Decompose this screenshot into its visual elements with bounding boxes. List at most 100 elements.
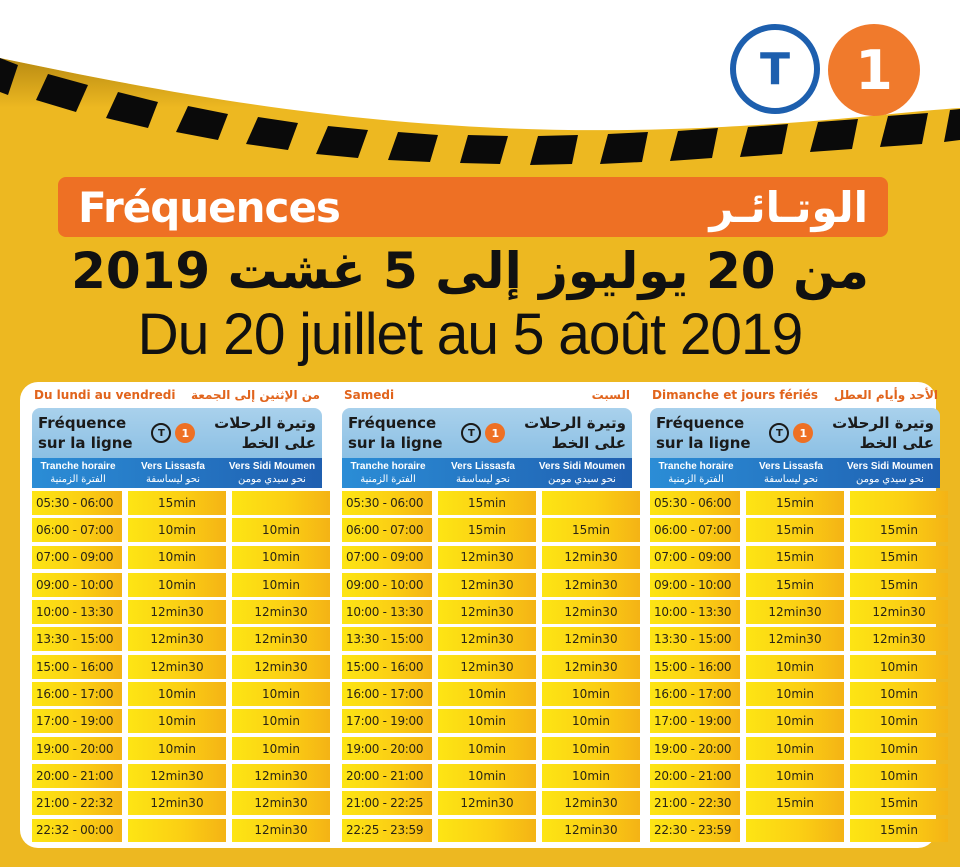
lissasfa-frequency-cell: 10min [128,736,226,761]
table-row: 13:30 - 15:00 12min30 12min30 [32,627,330,654]
table-row: 10:00 - 13:30 12min30 12min30 [650,600,948,627]
sidi-moumen-frequency-cell: 15min [850,572,948,597]
table-row: 07:00 - 09:00 12min30 12min30 [342,545,640,573]
band-label-ar: وتيرة الرحلات على الخط [524,414,626,452]
sidi-moumen-frequency-cell: 12min30 [232,627,330,652]
lissasfa-frequency-cell: 10min [746,763,844,788]
lissasfa-frequency-cell: 10min [438,763,536,788]
table-row: 10:00 - 13:30 12min30 12min30 [342,600,640,627]
band-label-fr: Fréquence sur la ligne [656,414,751,452]
mini-t1-logo: T 1 [769,423,814,443]
lissasfa-frequency-cell: 10min [128,682,226,706]
t1-line-logo: T 1 [730,24,920,116]
sidi-moumen-frequency-cell: 15min [850,518,948,543]
line-1-icon: 1 [793,423,814,443]
table-row: 13:30 - 15:00 12min30 12min30 [650,627,948,654]
time-range-cell: 15:00 - 16:00 [342,654,432,679]
sidi-moumen-frequency-cell: 10min [542,709,640,734]
day-label: Samedi السبت [342,388,632,408]
band-label-fr: Fréquence sur la ligne [38,414,133,452]
col-header-lissasfa: Vers Lissasfa نحو ليساسفة [141,461,205,485]
time-range-cell: 22:25 - 23:59 [342,818,432,843]
lissasfa-frequency-cell: 12min30 [128,600,226,624]
line-frequency-band: Fréquence sur la ligne T 1 وتيرة الرحلات… [650,408,940,458]
table-row: 17:00 - 19:00 10min 10min [650,709,948,736]
time-range-cell: 19:00 - 20:00 [32,736,122,761]
table-row: 17:00 - 19:00 10min 10min [32,709,330,736]
table-rows: 05:30 - 06:00 15min 06:00 - 07:00 15min 15mi… [650,491,948,846]
sidi-moumen-frequency-cell: 10min [850,763,948,788]
time-range-cell: 15:00 - 16:00 [32,654,122,679]
sidi-moumen-frequency-cell [850,491,948,515]
time-range-cell: 10:00 - 13:30 [32,600,122,624]
lissasfa-frequency-cell: 10min [438,736,536,761]
sidi-moumen-frequency-cell: 15min [542,518,640,543]
time-range-cell: 07:00 - 09:00 [650,545,740,570]
lissasfa-frequency-cell: 12min30 [746,600,844,624]
lissasfa-frequency-cell: 12min30 [438,791,536,816]
table-row: 19:00 - 20:00 10min 10min [342,736,640,764]
table-rows: 05:30 - 06:00 15min 06:00 - 07:00 15min 15mi… [342,491,640,846]
table-row: 21:00 - 22:32 12min30 12min30 [32,791,330,818]
sidi-moumen-frequency-cell: 10min [232,572,330,597]
sidi-moumen-frequency-cell: 12min30 [232,791,330,816]
sidi-moumen-frequency-cell: 12min30 [232,818,330,843]
sidi-moumen-frequency-cell: 12min30 [850,627,948,652]
mini-t1-logo: T 1 [461,423,506,443]
column-header: Tranche horaire الفترة الزمنية Vers Lissa… [342,458,632,488]
day-label-ar: السبت [591,388,630,402]
band-label-ar: وتيرة الرحلات على الخط [832,414,934,452]
table-row: 09:00 - 10:00 15min 15min [650,572,948,600]
lissasfa-frequency-cell: 12min30 [746,627,844,652]
col-header-time: Tranche horaire الفترة الزمنية [658,461,734,485]
sidi-moumen-frequency-cell: 10min [232,682,330,706]
day-label: Dimanche et jours fériés الأحد وأيام الع… [650,388,940,408]
sidi-moumen-frequency-cell: 12min30 [542,545,640,570]
lissasfa-frequency-cell: 15min [746,545,844,570]
table-row: 22:25 - 23:59 12min30 [342,818,640,846]
day-label-ar: الأحد وأيام العطل [833,388,938,402]
lissasfa-frequency-cell: 10min [746,654,844,679]
table-rows: 05:30 - 06:00 15min 06:00 - 07:00 10min 10mi… [32,491,330,846]
mini-t1-logo: T 1 [151,423,196,443]
sidi-moumen-frequency-cell: 10min [232,545,330,570]
lissasfa-frequency-cell: 10min [746,736,844,761]
time-range-cell: 15:00 - 16:00 [650,654,740,679]
table-row: 16:00 - 17:00 10min 10min [342,682,640,709]
time-range-cell: 19:00 - 20:00 [650,736,740,761]
table-row: 19:00 - 20:00 10min 10min [650,736,948,764]
lissasfa-frequency-cell: 15min [438,491,536,515]
sidi-moumen-frequency-cell: 12min30 [232,763,330,788]
table-row: 13:30 - 15:00 12min30 12min30 [342,627,640,654]
period-title-ar: من 20 يوليوز إلى 5 غشت 2019 [71,242,869,300]
time-range-cell: 22:30 - 23:59 [650,818,740,843]
lissasfa-frequency-cell: 10min [128,545,226,570]
sidi-moumen-frequency-cell: 12min30 [232,600,330,624]
sidi-moumen-frequency-cell: 12min30 [850,600,948,624]
lissasfa-frequency-cell: 10min [128,518,226,543]
time-range-cell: 13:30 - 15:00 [32,627,122,652]
time-range-cell: 21:00 - 22:25 [342,791,432,816]
col-header-sidi-moumen: Vers Sidi Moumen نحو سيدي مومن [538,461,626,485]
tramway-t-icon: T [151,423,172,443]
sidi-moumen-frequency-cell: 10min [850,654,948,679]
lissasfa-frequency-cell: 12min30 [438,600,536,624]
banner-title-ar: الوتـائـر [709,182,868,232]
time-range-cell: 09:00 - 10:00 [32,572,122,597]
lissasfa-frequency-cell: 12min30 [128,627,226,652]
lissasfa-frequency-cell: 12min30 [128,791,226,816]
sidi-moumen-frequency-cell: 10min [232,709,330,734]
sidi-moumen-frequency-cell: 12min30 [542,572,640,597]
time-range-cell: 21:00 - 22:32 [32,791,122,816]
lissasfa-frequency-cell: 12min30 [438,627,536,652]
time-range-cell: 13:30 - 15:00 [342,627,432,652]
time-range-cell: 05:30 - 06:00 [342,491,432,515]
time-range-cell: 05:30 - 06:00 [32,491,122,515]
table-row: 17:00 - 19:00 10min 10min [342,709,640,736]
time-range-cell: 07:00 - 09:00 [32,545,122,570]
time-range-cell: 06:00 - 07:00 [32,518,122,543]
lissasfa-frequency-cell: 10min [746,682,844,706]
table-row: 06:00 - 07:00 10min 10min [32,518,330,545]
table-row: 05:30 - 06:00 15min [342,491,640,518]
sidi-moumen-frequency-cell: 12min30 [542,654,640,679]
